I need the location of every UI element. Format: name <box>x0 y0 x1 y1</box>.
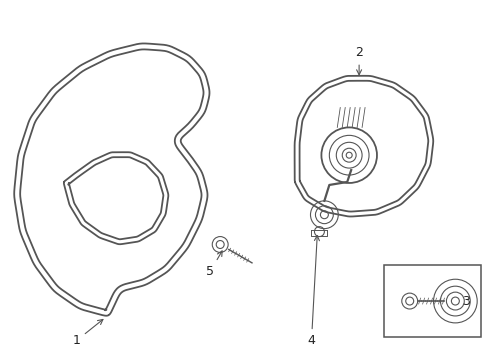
Text: 5: 5 <box>206 251 222 278</box>
Text: 3: 3 <box>463 294 470 307</box>
Text: 4: 4 <box>308 235 319 347</box>
Bar <box>384 265 481 337</box>
Text: 2: 2 <box>355 46 363 75</box>
Text: 1: 1 <box>73 319 103 347</box>
